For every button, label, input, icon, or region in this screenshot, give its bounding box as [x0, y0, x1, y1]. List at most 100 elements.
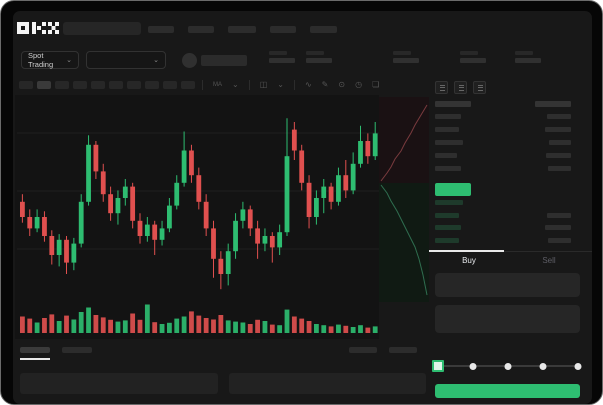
- toggle-lines: [440, 84, 445, 91]
- slider-stop[interactable]: [469, 362, 477, 370]
- amount-placeholder: [549, 140, 571, 145]
- market-type-label: Spot Trading: [28, 51, 54, 69]
- tab-sell[interactable]: Sell: [542, 256, 556, 265]
- orderbook-row[interactable]: [435, 114, 571, 119]
- toggle-lines: [459, 84, 464, 91]
- interval-button[interactable]: [163, 81, 177, 89]
- stat-label-placeholder: [460, 51, 478, 55]
- interval-button[interactable]: [145, 81, 159, 89]
- active-tab-indicator: [429, 250, 504, 252]
- amount-placeholder: [548, 166, 571, 171]
- camera-icon[interactable]: ⊙: [338, 80, 346, 89]
- orderbook-header: [435, 101, 571, 107]
- chart-style-icon[interactable]: ◫: [259, 80, 268, 89]
- stat-placeholder: [269, 51, 295, 63]
- nav-item[interactable]: [148, 26, 174, 33]
- interval-button[interactable]: [109, 81, 123, 89]
- toolbar-divider: [248, 80, 250, 90]
- nav-item[interactable]: [188, 26, 214, 33]
- main-nav: [148, 26, 337, 33]
- slider-stop[interactable]: [432, 360, 444, 372]
- last-price-badge[interactable]: [435, 183, 471, 196]
- line-tool-icon[interactable]: ∿: [304, 80, 312, 89]
- orderbook-row[interactable]: [435, 127, 571, 132]
- orderbook-toggle-combined[interactable]: [435, 81, 448, 94]
- search-input[interactable]: [63, 22, 141, 35]
- interval-button[interactable]: [73, 81, 87, 89]
- amount-slider[interactable]: [432, 360, 582, 372]
- price-placeholder: [435, 212, 459, 218]
- chevron-down-icon[interactable]: ⌄: [277, 80, 284, 89]
- nav-item[interactable]: [228, 26, 256, 33]
- chart-toolbar: MA ⌄ ◫ ⌄ ∿ ✎ ⊙ ◷ ❏: [19, 80, 382, 90]
- orderbook-toggle-bids[interactable]: [454, 81, 467, 94]
- chevron-down-icon[interactable]: ⌄: [232, 80, 239, 89]
- orderbook-row[interactable]: [435, 212, 571, 218]
- amount-placeholder: [545, 225, 571, 230]
- buy-submit-button[interactable]: [435, 384, 580, 398]
- bottom-action-placeholder[interactable]: [349, 347, 377, 353]
- nav-item[interactable]: [310, 26, 337, 33]
- market-type-selector[interactable]: Spot Trading ⌄: [21, 51, 79, 69]
- tab-buy[interactable]: Buy: [462, 256, 476, 265]
- price-placeholder: [435, 140, 463, 145]
- trade-tabs-divider: [429, 251, 592, 252]
- interval-button[interactable]: [55, 81, 69, 89]
- price-placeholder: [435, 200, 463, 205]
- price-input[interactable]: [435, 273, 580, 297]
- stat-value-placeholder: [460, 58, 486, 63]
- orderbook-row[interactable]: [435, 153, 571, 158]
- stat-value-placeholder: [269, 58, 295, 63]
- amount-placeholder: [535, 101, 571, 107]
- amount-input[interactable]: [435, 305, 580, 333]
- pair-icon: [182, 53, 197, 68]
- slider-stop[interactable]: [574, 362, 582, 370]
- market-stats: [269, 51, 541, 63]
- interval-button[interactable]: [181, 81, 195, 89]
- depth-chart[interactable]: [379, 97, 429, 302]
- price-placeholder: [435, 166, 461, 171]
- orderbook-row[interactable]: [435, 140, 571, 145]
- stat-placeholder: [515, 51, 541, 63]
- okx-logo[interactable]: [17, 22, 59, 34]
- bottom-tab[interactable]: [20, 347, 50, 353]
- amount-placeholder: [547, 114, 571, 119]
- stat-placeholder: [393, 51, 419, 63]
- price-placeholder: [435, 114, 461, 119]
- price-placeholder: [435, 225, 461, 230]
- interval-button[interactable]: [19, 81, 33, 89]
- chevron-down-icon: ⌄: [153, 56, 159, 64]
- orderbook-toggle-asks[interactable]: [473, 81, 486, 94]
- stat-placeholder: [460, 51, 486, 63]
- interval-button[interactable]: [37, 81, 51, 89]
- orderbook-view-toggles: [435, 81, 486, 94]
- orderbook-row[interactable]: [435, 225, 571, 230]
- chevron-down-icon: ⌄: [66, 56, 72, 64]
- price-placeholder: [435, 153, 457, 158]
- toolbar-divider: [202, 80, 203, 90]
- history-icon[interactable]: ◷: [355, 80, 363, 89]
- price-placeholder: [435, 237, 459, 243]
- orders-panel: [229, 373, 426, 394]
- slider-stop[interactable]: [539, 362, 547, 370]
- interval-button[interactable]: [91, 81, 105, 89]
- pair-selector[interactable]: ⌄: [86, 51, 166, 69]
- draw-tool-icon[interactable]: ✎: [321, 80, 329, 89]
- orderbook-row[interactable]: [435, 200, 571, 205]
- interval-button[interactable]: [127, 81, 141, 89]
- slider-stop[interactable]: [504, 362, 512, 370]
- orderbook-row[interactable]: [435, 237, 571, 243]
- amount-placeholder: [546, 153, 571, 158]
- price-placeholder: [435, 127, 459, 132]
- indicators-icon[interactable]: MA: [213, 82, 222, 88]
- bottom-tab[interactable]: [62, 347, 92, 353]
- nav-item[interactable]: [270, 26, 296, 33]
- stat-placeholder: [306, 51, 332, 63]
- stat-label-placeholder: [269, 51, 287, 55]
- fullscreen-icon[interactable]: ❏: [372, 80, 380, 89]
- amount-placeholder: [548, 237, 571, 243]
- bottom-action-placeholder[interactable]: [389, 347, 417, 353]
- orderbook-row[interactable]: [435, 166, 571, 171]
- candlestick-chart[interactable]: [17, 97, 379, 337]
- stat-label-placeholder: [393, 51, 411, 55]
